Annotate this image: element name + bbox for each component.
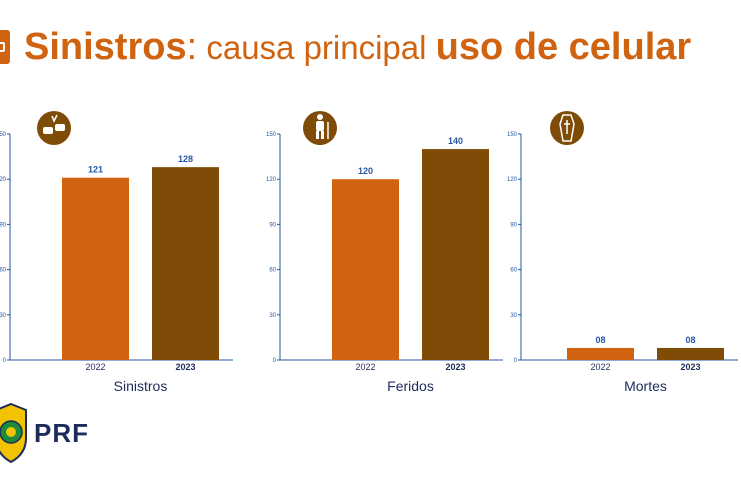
title-highlight: uso de celular [435, 26, 692, 68]
x-axis-label: Mortes [624, 378, 667, 394]
x-tick-label: 2023 [680, 362, 700, 372]
bar-2022 [567, 347, 634, 360]
y-tick-label: 60 [269, 268, 276, 274]
x-tick-label: 2022 [355, 362, 375, 372]
y-tick-label: 90 [0, 222, 7, 228]
y-tick-label: 0 [273, 358, 277, 364]
title-subtitle: causa principal [197, 29, 436, 66]
y-tick-label: 90 [269, 222, 276, 228]
y-tick-label: 60 [0, 268, 7, 274]
bar-2022 [62, 177, 129, 360]
x-tick-label: 2023 [175, 362, 195, 372]
coffin-icon-shape [559, 114, 575, 142]
bar-value-label: 128 [178, 154, 193, 164]
injured-person-icon-leg-left [316, 131, 319, 139]
prf-logo-text: PRF [34, 418, 89, 448]
y-tick-label: 150 [507, 132, 518, 138]
car-crash-icon-car-right [55, 124, 65, 131]
y-tick-label: 120 [507, 177, 518, 183]
injured-person-icon-leg-right [321, 131, 324, 139]
y-tick-label: 60 [510, 268, 517, 274]
title-row: Sinistros: causa principal uso de celula… [0, 22, 741, 72]
car-crash-icon-spark [51, 114, 58, 123]
y-tick-label: 150 [0, 132, 7, 138]
bar-value-label: 08 [685, 335, 695, 345]
injured-person-icon-body [316, 121, 324, 131]
x-tick-label: 2023 [445, 362, 465, 372]
y-tick-label: 30 [269, 313, 276, 319]
bar-value-label: 120 [358, 166, 373, 176]
x-tick-label: 2022 [590, 362, 610, 372]
y-tick-label: 0 [514, 358, 518, 364]
y-tick-label: 30 [0, 313, 7, 319]
title-colon: : [186, 26, 198, 68]
y-tick-label: 90 [510, 222, 517, 228]
y-tick-label: 30 [510, 313, 517, 319]
phone-car-icon [0, 30, 10, 64]
page-title: Sinistros: causa principal uso de celula… [24, 24, 691, 71]
bar-2023 [152, 167, 219, 360]
y-tick-label: 120 [266, 177, 277, 183]
bar-value-label: 08 [595, 335, 605, 345]
car-crash-icon-car-left [43, 127, 53, 134]
x-axis-label: Feridos [387, 378, 434, 394]
title-main: Sinistros [24, 26, 187, 68]
car-crash-icon [37, 111, 71, 145]
y-tick-label: 150 [266, 132, 277, 138]
prf-badge-logo [0, 402, 27, 464]
y-tick-label: 0 [3, 358, 7, 364]
bar-2023 [422, 149, 489, 360]
bar-value-label: 140 [448, 136, 463, 146]
x-axis-label: Sinistros [114, 378, 168, 394]
bar-value-label: 121 [88, 165, 103, 175]
x-tick-label: 2022 [85, 362, 105, 372]
y-tick-label: 120 [0, 177, 7, 183]
bar-2023 [657, 347, 724, 360]
bar-2022 [332, 179, 399, 360]
injured-person-icon-head [317, 114, 323, 120]
